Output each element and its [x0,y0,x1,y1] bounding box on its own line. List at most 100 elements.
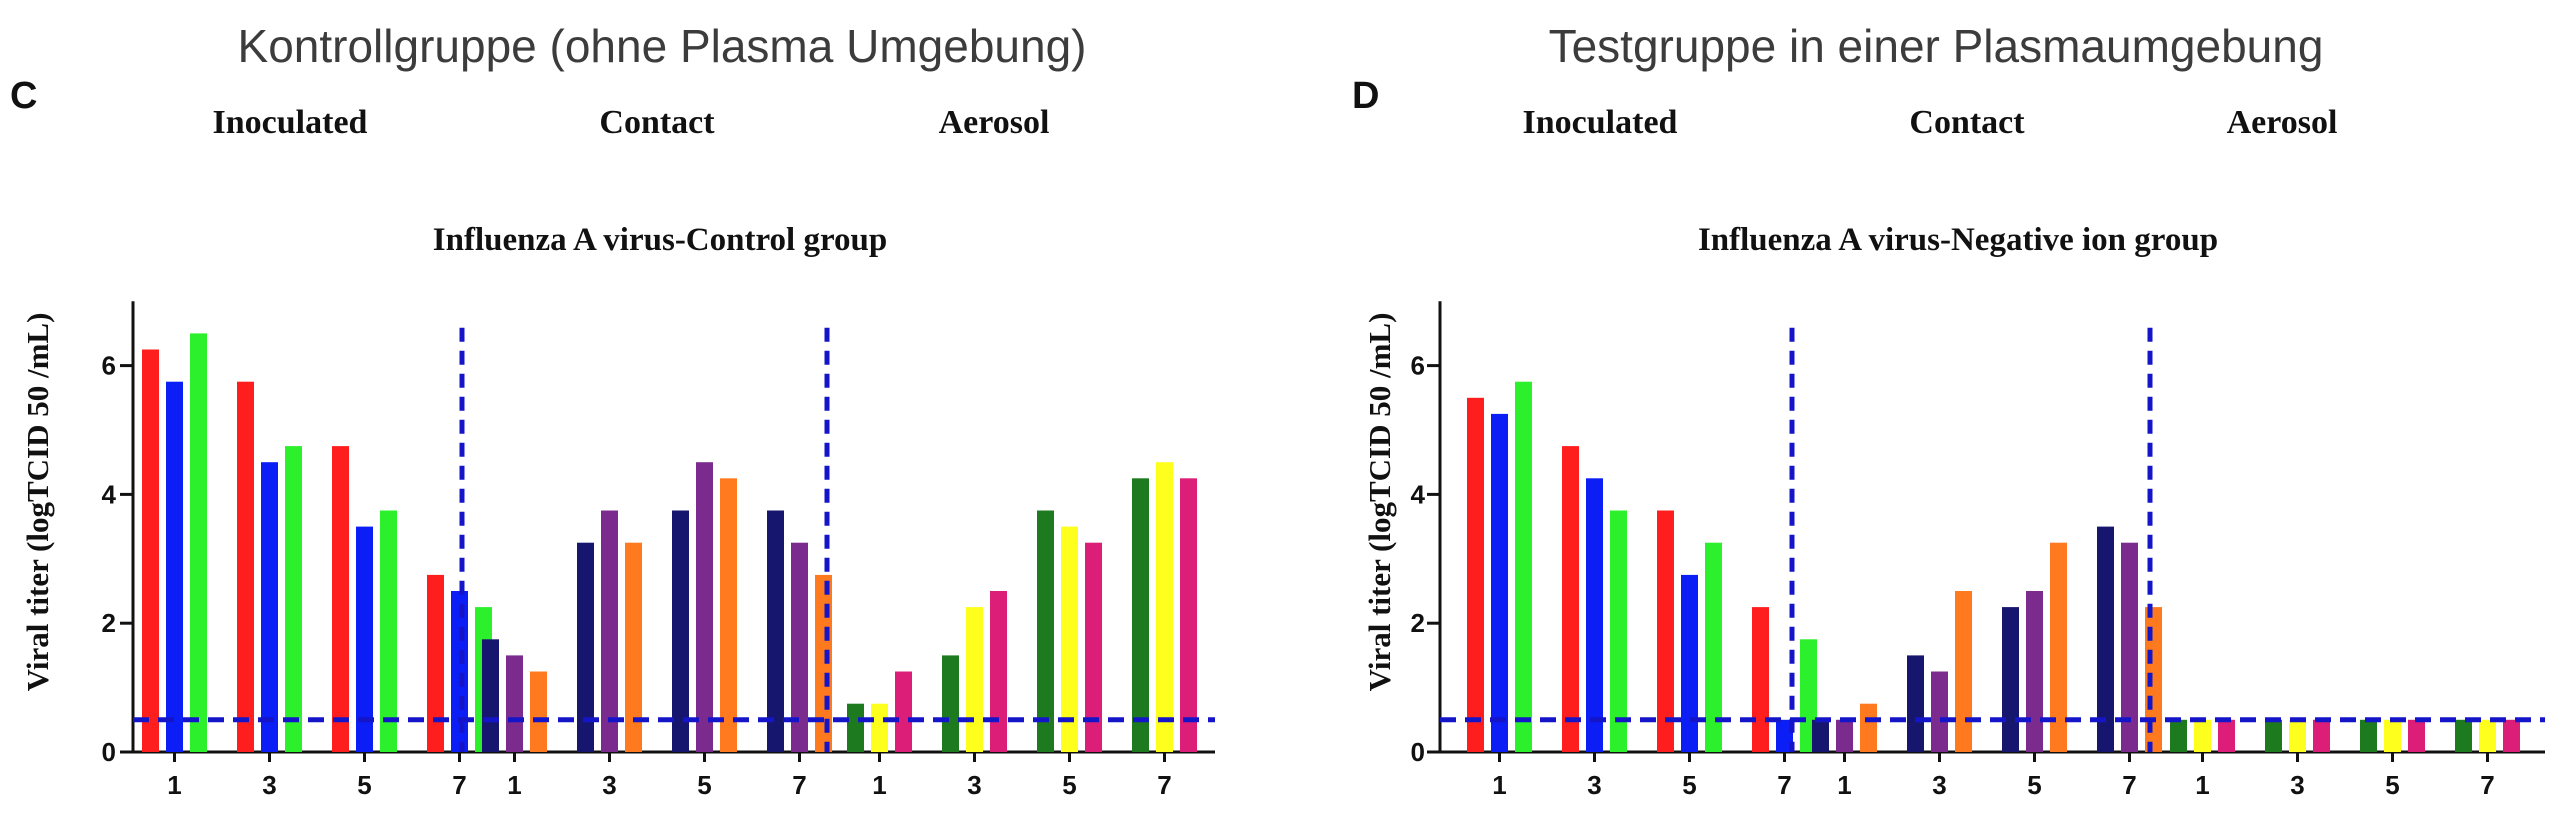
bar [261,462,278,752]
bar [142,349,159,752]
bar [1180,478,1197,752]
group-label-inoculated: Inoculated [213,104,368,141]
chart-title: Influenza A virus-Negative ion group [1698,222,2218,258]
bar [791,542,808,752]
bar [1931,671,1948,752]
bar [871,703,888,752]
panel-label: D [1352,75,1379,117]
bar [1562,446,1579,752]
bar [1812,719,1829,752]
bar [1156,462,1173,752]
y-axis-label: Viral titer (logTCID 50 /mL) [1362,313,1397,692]
bar [2360,719,2377,752]
left-header: Kontrollgruppe (ohne Plasma Umgebung) [238,20,1087,72]
y-tick-label: 6 [1411,351,1425,381]
bar [530,671,547,752]
bar [2145,607,2162,752]
x-tick-label: 5 [2027,770,2041,800]
x-tick-label: 7 [792,770,806,800]
bar [1860,703,1877,752]
x-tick-label: 5 [1062,770,1076,800]
bar [2503,719,2520,752]
x-tick-label: 7 [452,770,466,800]
x-tick-label: 7 [1157,770,1171,800]
bar [990,591,1007,752]
x-tick-label: 3 [2290,770,2304,800]
bar [2218,719,2235,752]
bar [356,526,373,752]
group-label-aerosol: Aerosol [2227,104,2338,141]
x-tick-label: 5 [697,770,711,800]
x-tick-label: 7 [1777,770,1791,800]
x-tick-label: 3 [967,770,981,800]
x-tick-label: 1 [1837,770,1851,800]
x-tick-label: 7 [2480,770,2494,800]
bar [1037,510,1054,752]
x-tick-label: 1 [2195,770,2209,800]
bar [1491,413,1508,752]
y-tick-label: 4 [102,479,117,509]
x-tick-label: 1 [167,770,181,800]
bar [1705,542,1722,752]
x-tick-label: 5 [1682,770,1696,800]
y-tick-label: 2 [102,608,116,638]
panel-d: D Inoculated Contact Aerosol Influenza A… [1352,75,2545,800]
bar [1467,397,1484,752]
y-tick-label: 0 [1411,737,1425,767]
bar [190,333,207,752]
group-label-aerosol: Aerosol [939,104,1050,141]
right-header: Testgruppe in einer Plasmaumgebung [1549,20,2324,72]
bar [2455,719,2472,752]
x-tick-label: 7 [2122,770,2136,800]
group-label-contact: Contact [599,104,715,141]
bar [1515,381,1532,752]
bar [506,655,523,752]
bar [942,655,959,752]
bar [2097,526,2114,752]
x-tick-label: 5 [357,770,371,800]
y-axis-label: Viral titer (logTCID 50 /mL) [20,313,55,692]
bar [2265,719,2282,752]
panel-c: C Inoculated Contact Aerosol Influenza A… [10,75,1215,800]
y-tick-label: 0 [102,737,116,767]
x-tick-label: 3 [262,770,276,800]
y-tick-label: 2 [1411,608,1425,638]
bar [1907,655,1924,752]
bar [1752,607,1769,752]
x-tick-label: 5 [2385,770,2399,800]
bar [847,703,864,752]
bar [166,381,183,752]
bar [1657,510,1674,752]
bar [966,607,983,752]
x-tick-label: 1 [872,770,886,800]
chart-title: Influenza A virus-Control group [433,222,887,258]
bar [1085,542,1102,752]
bar [2121,542,2138,752]
x-tick-label: 1 [507,770,521,800]
bar [2026,591,2043,752]
x-tick-label: 3 [1932,770,1946,800]
panel-label: C [10,75,37,117]
bar [482,639,499,752]
bar [577,542,594,752]
bar [895,671,912,752]
bar [1776,719,1793,752]
bar [1132,478,1149,752]
bar [2289,719,2306,752]
x-tick-label: 1 [1492,770,1506,800]
bar [625,542,642,752]
bar [767,510,784,752]
x-tick-label: 3 [602,770,616,800]
group-label-contact: Contact [1909,104,2025,141]
y-tick-label: 4 [1411,479,1426,509]
bar [1061,526,1078,752]
bar [2002,607,2019,752]
bar [1586,478,1603,752]
bar [237,381,254,752]
bar [332,446,349,752]
bar [2408,719,2425,752]
bar [1610,510,1627,752]
bar [2050,542,2067,752]
bar [1955,591,1972,752]
